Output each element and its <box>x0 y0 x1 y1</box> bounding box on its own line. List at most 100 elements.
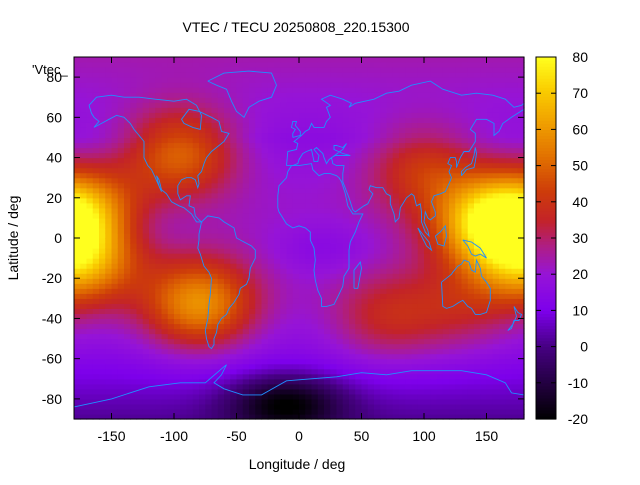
heatmap-cell <box>374 248 381 254</box>
heatmap-cell <box>405 227 413 234</box>
heatmap-cell <box>374 172 381 179</box>
heatmap-cell <box>324 227 331 234</box>
heatmap-cell <box>174 368 181 375</box>
heatmap-cell <box>392 57 400 63</box>
heatmap-cell <box>261 77 269 83</box>
heatmap-cell <box>242 378 250 385</box>
heatmap-cell <box>305 238 313 244</box>
heatmap-cell <box>267 293 275 299</box>
heatmap-cell <box>361 227 369 234</box>
heatmap-cell <box>217 132 225 139</box>
heatmap-cell <box>486 187 494 194</box>
heatmap-cell <box>305 192 313 199</box>
heatmap-cell <box>267 142 275 149</box>
heatmap-cell <box>449 283 456 289</box>
heatmap-cell <box>380 378 388 385</box>
heatmap-cell <box>499 293 506 299</box>
heatmap-cell <box>486 87 494 93</box>
heatmap-cell <box>136 122 144 128</box>
heatmap-cell <box>411 132 419 139</box>
heatmap-cell <box>292 97 300 103</box>
heatmap-cell <box>349 217 356 224</box>
heatmap-cell <box>361 388 369 395</box>
heatmap-cell <box>305 408 313 415</box>
heatmap-cell <box>305 197 313 204</box>
heatmap-cell <box>74 313 81 320</box>
heatmap-cell <box>280 333 288 340</box>
heatmap-cell <box>155 293 163 299</box>
heatmap-cell <box>317 343 325 350</box>
heatmap-cell <box>399 358 406 365</box>
heatmap-cell <box>324 212 331 219</box>
heatmap-cell <box>86 162 94 169</box>
heatmap-cell <box>267 87 275 93</box>
heatmap-cell <box>236 127 244 134</box>
heatmap-cell <box>467 107 475 113</box>
heatmap-cell <box>117 318 125 325</box>
heatmap-cell <box>111 408 119 415</box>
heatmap-cell <box>349 72 356 78</box>
heatmap-cell <box>261 137 269 144</box>
heatmap-cell <box>355 348 363 355</box>
heatmap-cell <box>224 192 231 199</box>
heatmap-cell <box>367 398 375 405</box>
heatmap-cell <box>242 353 250 360</box>
heatmap-cell <box>192 77 200 83</box>
heatmap-cell <box>311 238 319 244</box>
heatmap-cell <box>199 77 206 83</box>
heatmap-cell <box>149 298 156 304</box>
heatmap-cell <box>249 258 256 264</box>
heatmap-cell <box>424 263 431 269</box>
heatmap-cell <box>492 238 500 244</box>
heatmap-cell <box>211 137 219 144</box>
heatmap-cell <box>155 373 163 380</box>
heatmap-cell <box>324 222 331 229</box>
heatmap-cell <box>461 363 469 370</box>
heatmap-cell <box>417 288 425 294</box>
heatmap-cell <box>161 222 169 229</box>
heatmap-cell <box>430 137 438 144</box>
heatmap-cell <box>299 217 306 224</box>
heatmap-cell <box>186 253 194 259</box>
heatmap-cell <box>380 403 388 410</box>
heatmap-cell <box>442 273 450 279</box>
heatmap-cell <box>249 283 256 289</box>
heatmap-cell <box>499 303 506 309</box>
heatmap-cell <box>411 348 419 355</box>
heatmap-cell <box>99 368 106 375</box>
heatmap-cell <box>105 363 113 370</box>
heatmap-cell <box>286 368 294 375</box>
heatmap-cell <box>317 278 325 284</box>
heatmap-cell <box>261 278 269 284</box>
heatmap-cell <box>392 388 400 395</box>
heatmap-cell <box>142 127 150 134</box>
heatmap-cell <box>111 383 119 390</box>
heatmap-cell <box>130 398 138 405</box>
heatmap-cell <box>474 348 481 355</box>
heatmap-cell <box>317 368 325 375</box>
heatmap-cell <box>167 318 175 325</box>
heatmap-cell <box>367 283 375 289</box>
heatmap-cell <box>236 323 244 330</box>
heatmap-cell <box>411 268 419 274</box>
heatmap-cell <box>211 132 219 139</box>
heatmap-cell <box>486 152 494 159</box>
heatmap-cell <box>399 343 406 350</box>
heatmap-cell <box>124 162 131 169</box>
heatmap-cell <box>342 207 350 214</box>
heatmap-cell <box>105 62 113 68</box>
heatmap-cell <box>392 303 400 309</box>
heatmap-cell <box>311 408 319 415</box>
heatmap-cell <box>174 207 181 214</box>
heatmap-cell <box>149 343 156 350</box>
heatmap-cell <box>99 253 106 259</box>
heatmap-cell <box>199 298 206 304</box>
heatmap-cell <box>361 338 369 345</box>
heatmap-cell <box>292 192 300 199</box>
heatmap-cell <box>449 348 456 355</box>
heatmap-cell <box>99 177 106 184</box>
heatmap-cell <box>405 127 413 134</box>
heatmap-cell <box>386 333 394 340</box>
heatmap-cell <box>192 258 200 264</box>
heatmap-cell <box>236 147 244 154</box>
